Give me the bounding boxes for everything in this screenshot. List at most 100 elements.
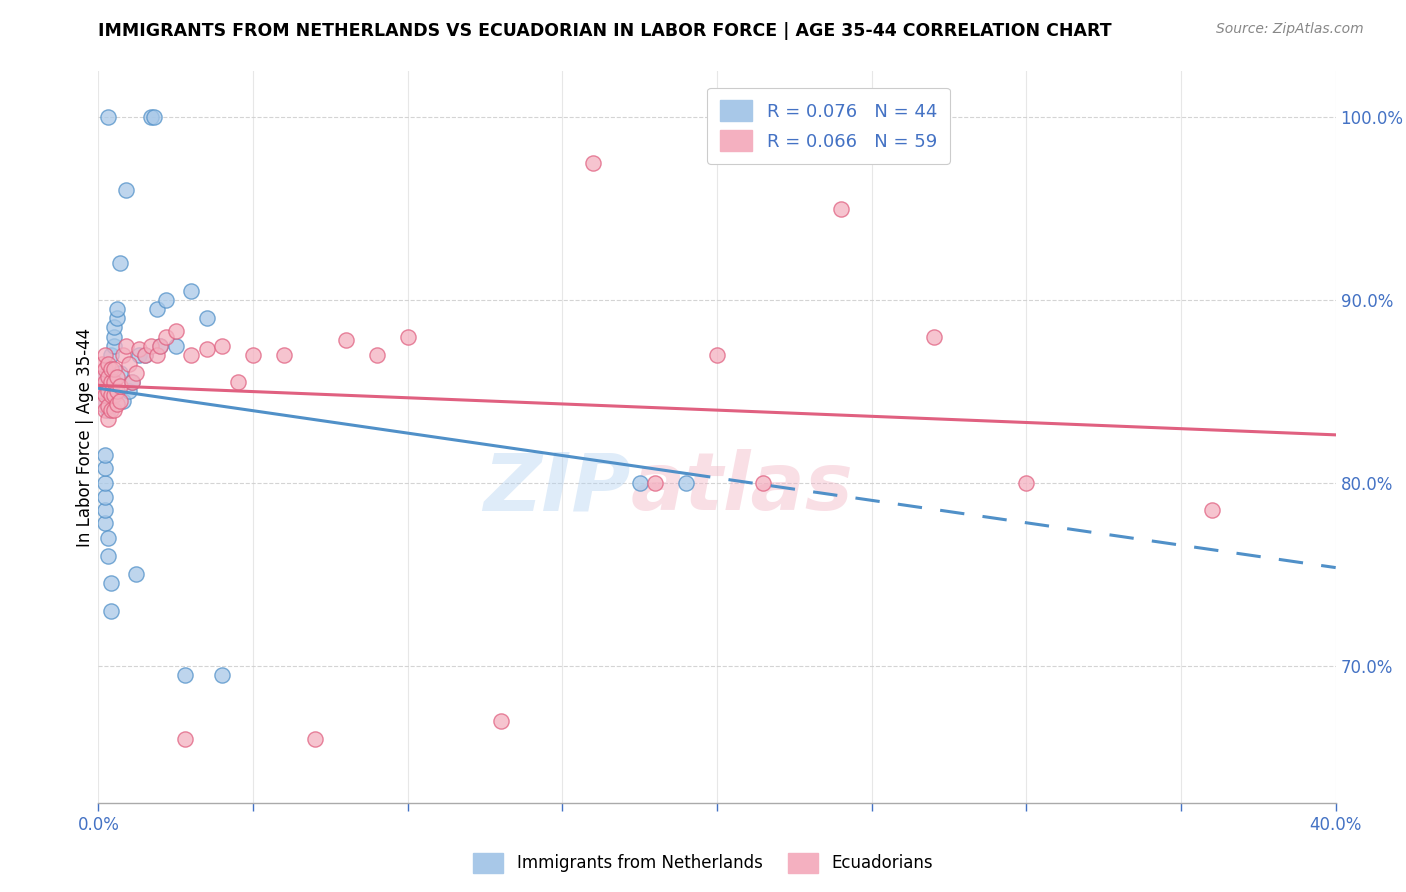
Point bbox=[97, 357, 120, 371]
Point bbox=[273, 348, 295, 362]
Point bbox=[90, 369, 112, 384]
Point bbox=[108, 256, 131, 270]
Point bbox=[149, 338, 172, 352]
Point bbox=[155, 329, 177, 343]
Point bbox=[675, 475, 697, 490]
Point bbox=[100, 402, 122, 417]
Point bbox=[93, 491, 115, 505]
Point bbox=[830, 202, 852, 216]
Point bbox=[582, 155, 605, 169]
Point bbox=[146, 301, 169, 316]
Point bbox=[335, 333, 357, 347]
Point bbox=[93, 388, 115, 402]
Point bbox=[93, 402, 115, 417]
Point bbox=[922, 329, 945, 343]
Point bbox=[165, 324, 187, 338]
Point bbox=[149, 338, 172, 352]
Point bbox=[180, 348, 202, 362]
Point bbox=[100, 362, 122, 376]
Point bbox=[105, 397, 128, 411]
Point bbox=[93, 348, 115, 362]
Point bbox=[108, 366, 131, 380]
Point bbox=[93, 503, 115, 517]
Point bbox=[139, 338, 162, 352]
Point bbox=[97, 375, 120, 389]
Point bbox=[304, 731, 326, 746]
Point bbox=[396, 329, 419, 343]
Point bbox=[90, 357, 112, 371]
Point bbox=[226, 375, 249, 389]
Point bbox=[93, 461, 115, 475]
Point bbox=[100, 604, 122, 618]
Point bbox=[103, 362, 125, 376]
Point bbox=[105, 384, 128, 399]
Point bbox=[115, 183, 138, 197]
Point bbox=[97, 388, 120, 402]
Point bbox=[103, 338, 125, 352]
Point bbox=[93, 362, 115, 376]
Legend: R = 0.076   N = 44, R = 0.066   N = 59: R = 0.076 N = 44, R = 0.066 N = 59 bbox=[707, 87, 949, 164]
Point bbox=[195, 343, 218, 357]
Point bbox=[155, 293, 177, 307]
Point bbox=[211, 667, 233, 681]
Point bbox=[112, 393, 135, 408]
Point bbox=[174, 667, 197, 681]
Point bbox=[165, 338, 187, 352]
Point bbox=[128, 348, 150, 362]
Point bbox=[103, 388, 125, 402]
Point bbox=[1015, 475, 1038, 490]
Point bbox=[90, 397, 112, 411]
Point bbox=[103, 402, 125, 417]
Point bbox=[93, 475, 115, 490]
Point bbox=[121, 375, 143, 389]
Point bbox=[90, 384, 112, 399]
Legend: Immigrants from Netherlands, Ecuadorians: Immigrants from Netherlands, Ecuadorians bbox=[467, 847, 939, 880]
Point bbox=[90, 384, 112, 399]
Point bbox=[628, 475, 651, 490]
Point bbox=[97, 549, 120, 563]
Point bbox=[242, 348, 264, 362]
Point bbox=[115, 338, 138, 352]
Point bbox=[139, 110, 162, 124]
Point bbox=[124, 366, 146, 380]
Point bbox=[97, 369, 120, 384]
Point bbox=[180, 284, 202, 298]
Point bbox=[97, 411, 120, 425]
Point bbox=[752, 475, 775, 490]
Point bbox=[489, 714, 512, 728]
Point bbox=[100, 576, 122, 591]
Point bbox=[121, 375, 143, 389]
Point bbox=[105, 369, 128, 384]
Point bbox=[134, 348, 156, 362]
Point bbox=[134, 348, 156, 362]
Point bbox=[97, 531, 120, 545]
Point bbox=[90, 369, 112, 384]
Point bbox=[103, 375, 125, 389]
Y-axis label: In Labor Force | Age 35-44: In Labor Force | Age 35-44 bbox=[76, 327, 94, 547]
Point bbox=[97, 110, 120, 124]
Point bbox=[118, 384, 141, 399]
Point bbox=[118, 357, 141, 371]
Point bbox=[1201, 503, 1223, 517]
Point bbox=[108, 379, 131, 393]
Point bbox=[146, 348, 169, 362]
Point bbox=[128, 343, 150, 357]
Point bbox=[195, 311, 218, 326]
Point bbox=[174, 731, 197, 746]
Point bbox=[97, 384, 120, 399]
Point bbox=[108, 393, 131, 408]
Point bbox=[103, 320, 125, 334]
Point bbox=[124, 567, 146, 582]
Point bbox=[100, 375, 122, 389]
Point bbox=[211, 338, 233, 352]
Point bbox=[143, 110, 166, 124]
Point bbox=[93, 448, 115, 462]
Point bbox=[366, 348, 388, 362]
Text: atlas: atlas bbox=[630, 450, 853, 527]
Point bbox=[644, 475, 666, 490]
Point bbox=[706, 348, 728, 362]
Text: IMMIGRANTS FROM NETHERLANDS VS ECUADORIAN IN LABOR FORCE | AGE 35-44 CORRELATION: IMMIGRANTS FROM NETHERLANDS VS ECUADORIA… bbox=[98, 22, 1112, 40]
Point bbox=[105, 311, 128, 326]
Point bbox=[100, 348, 122, 362]
Point bbox=[93, 375, 115, 389]
